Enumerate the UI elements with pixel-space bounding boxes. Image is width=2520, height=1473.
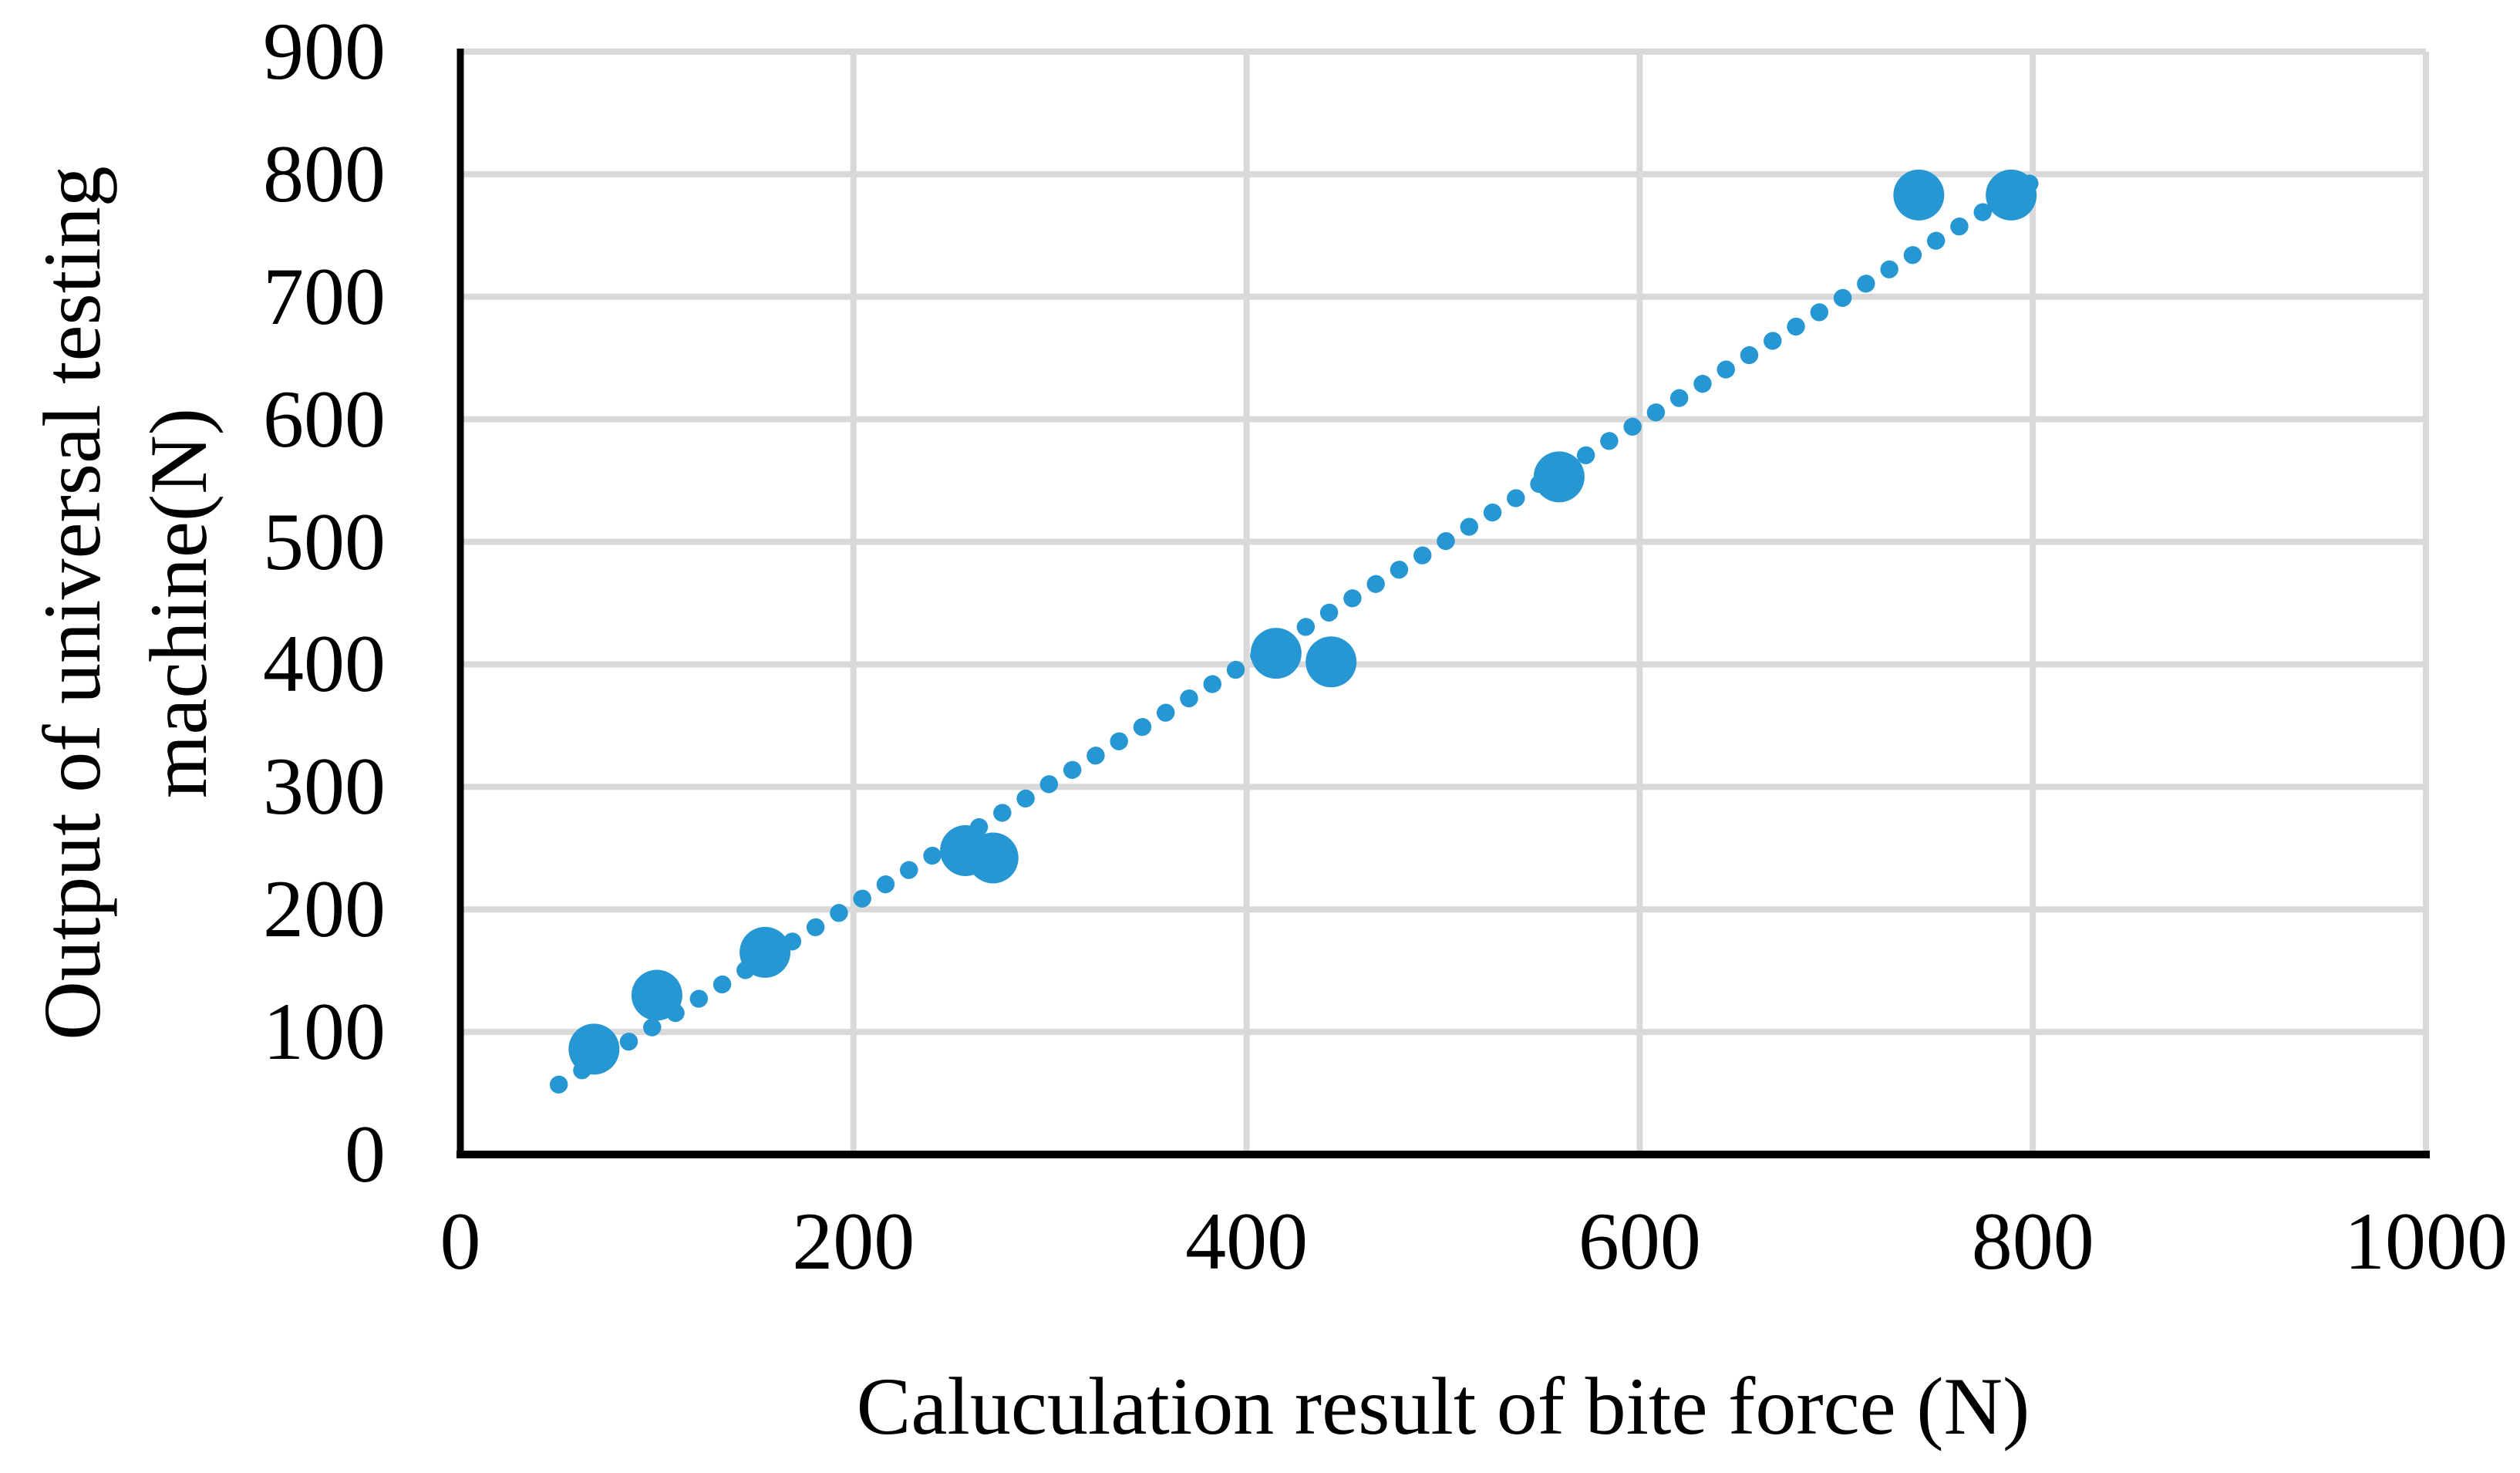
x-tick-label-600: 600 [1578, 1196, 1701, 1286]
x-tick-label-1000: 1000 [2344, 1196, 2508, 1286]
y-tick-label-400: 400 [263, 619, 386, 710]
data-point [1305, 636, 1357, 688]
x-tick-label-0: 0 [440, 1196, 481, 1286]
x-tick-label-800: 800 [1971, 1196, 2094, 1286]
data-point [568, 1023, 620, 1075]
y-tick-label-500: 500 [263, 496, 386, 587]
y-tick-label-700: 700 [263, 251, 386, 342]
data-point [1250, 628, 1302, 679]
y-tick-label-0: 0 [345, 1109, 386, 1199]
data-point [967, 832, 1019, 884]
data-point [1986, 169, 2037, 221]
y-tick-label-200: 200 [263, 864, 386, 955]
y-tick-label-600: 600 [263, 373, 386, 464]
x-tick-label-400: 400 [1185, 1196, 1309, 1286]
data-point [739, 926, 791, 978]
y-tick-label-800: 800 [263, 128, 386, 219]
y-tick-label-100: 100 [263, 986, 386, 1077]
trendline [549, 166, 2052, 1094]
data-point [631, 969, 682, 1021]
y-tick-label-300: 300 [263, 741, 386, 832]
x-axis-title: Caluculation result of bite force (N) [856, 1361, 2030, 1451]
data-point [1533, 451, 1585, 503]
data-point [1893, 169, 1945, 221]
y-tick-label-900: 900 [263, 6, 386, 96]
x-tick-label-200: 200 [792, 1196, 915, 1286]
